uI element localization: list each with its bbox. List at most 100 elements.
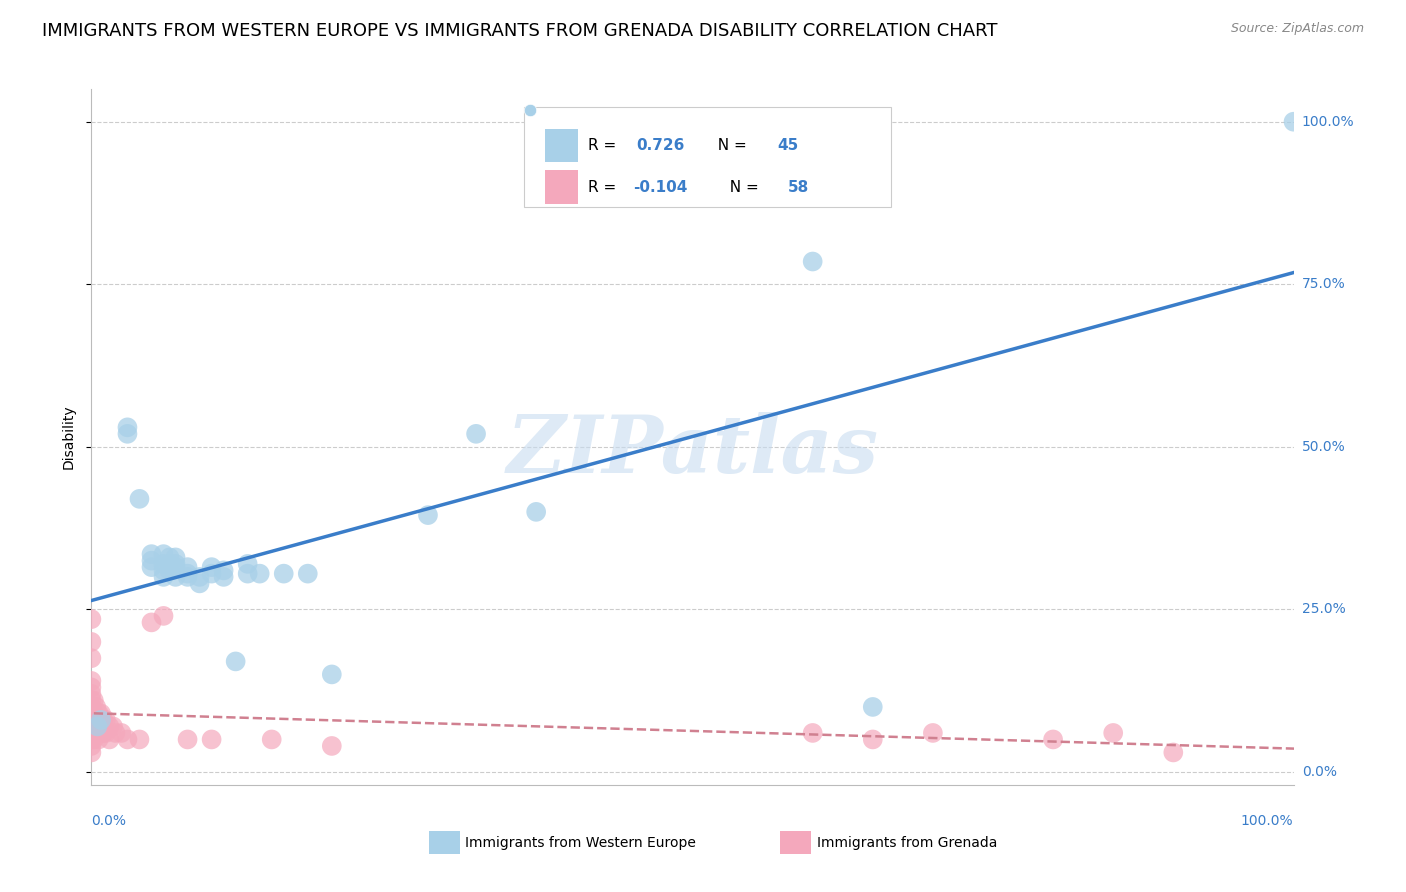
Text: Immigrants from Western Europe: Immigrants from Western Europe [465, 837, 696, 850]
Text: 0.0%: 0.0% [1302, 765, 1337, 779]
Text: IMMIGRANTS FROM WESTERN EUROPE VS IMMIGRANTS FROM GRENADA DISABILITY CORRELATION: IMMIGRANTS FROM WESTERN EUROPE VS IMMIGR… [42, 22, 998, 40]
Point [165, 557, 187, 571]
Point [110, 726, 132, 740]
Text: R =: R = [588, 138, 626, 153]
Point [101, 719, 124, 733]
Point [84, 713, 107, 727]
Point [524, 505, 547, 519]
Point [83, 693, 105, 707]
Point [128, 732, 150, 747]
Point [93, 726, 115, 740]
Point [80, 635, 103, 649]
Point [212, 570, 235, 584]
Point [90, 719, 112, 733]
Point [321, 739, 343, 753]
FancyBboxPatch shape [544, 170, 578, 203]
Text: 100.0%: 100.0% [1241, 814, 1294, 828]
Point [80, 651, 103, 665]
Point [80, 732, 103, 747]
Point [801, 726, 824, 740]
Text: 50.0%: 50.0% [1302, 440, 1346, 454]
Point [416, 508, 439, 522]
Point [519, 134, 541, 148]
Point [236, 557, 259, 571]
Text: N =: N = [720, 179, 763, 194]
Text: R =: R = [588, 179, 621, 194]
FancyBboxPatch shape [524, 106, 891, 208]
Point [84, 726, 107, 740]
Point [165, 560, 187, 574]
Point [922, 726, 945, 740]
Point [236, 566, 259, 581]
Point [83, 732, 105, 747]
Point [94, 726, 117, 740]
Point [201, 560, 224, 574]
Text: 100.0%: 100.0% [1302, 115, 1354, 128]
Text: ZIPatlas: ZIPatlas [506, 412, 879, 490]
Point [80, 746, 103, 760]
Point [159, 550, 181, 565]
Text: Immigrants from Grenada: Immigrants from Grenada [817, 837, 997, 850]
Point [159, 557, 181, 571]
Point [141, 554, 163, 568]
Point [201, 732, 224, 747]
Point [273, 566, 295, 581]
Point [152, 570, 174, 584]
Point [141, 547, 163, 561]
Point [84, 700, 107, 714]
Point [1042, 732, 1064, 747]
Point [152, 557, 174, 571]
Point [104, 726, 127, 740]
Point [90, 713, 112, 727]
Point [117, 426, 139, 441]
Point [83, 706, 105, 721]
Point [80, 681, 103, 695]
Point [80, 706, 103, 721]
Text: -0.104: -0.104 [634, 179, 688, 194]
Point [176, 566, 198, 581]
Point [862, 700, 884, 714]
Point [98, 732, 121, 747]
Point [465, 426, 488, 441]
Text: 25.0%: 25.0% [1302, 602, 1346, 616]
Point [128, 491, 150, 506]
Point [188, 576, 211, 591]
Point [152, 563, 174, 577]
Text: 75.0%: 75.0% [1302, 277, 1346, 292]
Point [321, 667, 343, 681]
Point [260, 732, 283, 747]
Point [165, 570, 187, 584]
Point [176, 732, 198, 747]
Point [1161, 746, 1184, 760]
Point [801, 254, 824, 268]
Point [212, 563, 235, 577]
FancyBboxPatch shape [544, 129, 578, 162]
Point [98, 719, 121, 733]
Text: 0.0%: 0.0% [91, 814, 127, 828]
Point [152, 547, 174, 561]
Point [159, 563, 181, 577]
Text: N =: N = [709, 138, 752, 153]
Point [297, 566, 319, 581]
Point [225, 654, 247, 668]
Point [176, 570, 198, 584]
Text: 0.726: 0.726 [636, 138, 685, 153]
Point [176, 560, 198, 574]
Point [1102, 726, 1125, 740]
Y-axis label: Disability: Disability [62, 405, 76, 469]
Point [141, 615, 163, 630]
Point [80, 713, 103, 727]
Text: 58: 58 [787, 179, 808, 194]
Point [87, 719, 110, 733]
Point [87, 732, 110, 747]
Point [80, 693, 103, 707]
Point [80, 687, 103, 701]
Point [117, 420, 139, 434]
Point [249, 566, 271, 581]
Point [80, 739, 103, 753]
Text: 45: 45 [778, 138, 799, 153]
Point [188, 570, 211, 584]
Point [86, 719, 108, 733]
Point [80, 719, 103, 733]
Point [80, 612, 103, 626]
